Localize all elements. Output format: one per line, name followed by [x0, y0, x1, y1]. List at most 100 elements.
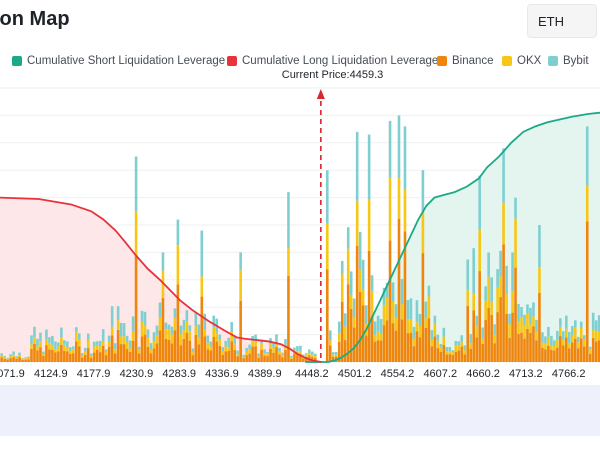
bar-bybit[interactable]: [257, 354, 260, 357]
bar-okx[interactable]: [386, 298, 389, 320]
bar-okx[interactable]: [290, 357, 293, 359]
bar-binance[interactable]: [389, 241, 392, 362]
bar-bybit[interactable]: [347, 227, 350, 249]
bar-okx[interactable]: [174, 318, 177, 330]
bar-okx[interactable]: [574, 327, 577, 339]
bar-okx[interactable]: [212, 327, 215, 337]
bar-binance[interactable]: [284, 350, 287, 362]
bar-okx[interactable]: [54, 349, 57, 352]
bar-binance[interactable]: [437, 348, 440, 362]
bar-okx[interactable]: [595, 331, 598, 341]
bar-okx[interactable]: [547, 337, 550, 346]
bar-binance[interactable]: [30, 349, 33, 362]
bar-binance[interactable]: [472, 311, 475, 362]
bar-okx[interactable]: [523, 326, 526, 339]
bar-okx[interactable]: [24, 358, 27, 359]
bar-binance[interactable]: [419, 337, 422, 362]
bar-bybit[interactable]: [389, 121, 392, 178]
bar-okx[interactable]: [520, 318, 523, 333]
bar-okx[interactable]: [466, 290, 469, 305]
bar-okx[interactable]: [571, 336, 574, 342]
bar-binance[interactable]: [123, 344, 126, 362]
bar-binance[interactable]: [490, 315, 493, 362]
bar-bybit[interactable]: [425, 302, 428, 318]
bar-bybit[interactable]: [589, 347, 592, 349]
bar-binance[interactable]: [66, 351, 69, 362]
bar-okx[interactable]: [550, 345, 553, 350]
bar-okx[interactable]: [413, 339, 416, 347]
bar-bybit[interactable]: [419, 314, 422, 326]
bar-binance[interactable]: [502, 244, 505, 362]
bar-binance[interactable]: [99, 352, 102, 362]
bar-okx[interactable]: [493, 335, 496, 344]
bar-bybit[interactable]: [171, 327, 174, 335]
bar-okx[interactable]: [490, 302, 493, 315]
bar-binance[interactable]: [478, 271, 481, 362]
bar-bybit[interactable]: [186, 310, 189, 321]
bar-okx[interactable]: [111, 327, 114, 336]
bar-bybit[interactable]: [117, 306, 120, 320]
bar-binance[interactable]: [269, 349, 272, 362]
bar-bybit[interactable]: [45, 330, 48, 340]
bar-binance[interactable]: [451, 355, 454, 362]
bar-binance[interactable]: [410, 333, 413, 362]
bar-okx[interactable]: [392, 302, 395, 323]
symbol-select[interactable]: ETH: [527, 4, 597, 38]
bar-okx[interactable]: [72, 349, 75, 353]
bar-bybit[interactable]: [529, 308, 532, 324]
bar-binance[interactable]: [36, 350, 39, 362]
bar-bybit[interactable]: [3, 356, 6, 358]
bar-okx[interactable]: [440, 347, 443, 351]
bar-bybit[interactable]: [422, 170, 425, 212]
bar-bybit[interactable]: [287, 192, 290, 248]
bar-binance[interactable]: [60, 345, 63, 362]
bar-bybit[interactable]: [120, 323, 123, 337]
bar-bybit[interactable]: [93, 342, 96, 347]
bar-bybit[interactable]: [523, 315, 526, 326]
bar-bybit[interactable]: [463, 345, 466, 350]
bar-binance[interactable]: [117, 330, 120, 362]
bar-bybit[interactable]: [538, 225, 541, 267]
bar-bybit[interactable]: [39, 333, 42, 342]
bar-okx[interactable]: [66, 347, 69, 351]
bar-okx[interactable]: [48, 343, 51, 350]
bar-bybit[interactable]: [284, 339, 287, 345]
bar-okx[interactable]: [129, 349, 132, 352]
bar-binance[interactable]: [272, 353, 275, 362]
bar-binance[interactable]: [263, 356, 266, 362]
bar-okx[interactable]: [248, 349, 251, 353]
bar-bybit[interactable]: [75, 327, 78, 332]
bar-bybit[interactable]: [78, 333, 81, 339]
bar-bybit[interactable]: [90, 354, 93, 356]
bar-okx[interactable]: [395, 318, 398, 330]
bar-okx[interactable]: [153, 341, 156, 348]
bar-okx[interactable]: [565, 329, 568, 338]
bar-okx[interactable]: [57, 346, 60, 351]
bar-bybit[interactable]: [57, 342, 60, 346]
bar-bybit[interactable]: [174, 308, 177, 318]
bar-bybit[interactable]: [206, 336, 209, 343]
bar-binance[interactable]: [434, 336, 437, 362]
bar-binance[interactable]: [428, 319, 431, 362]
bar-okx[interactable]: [120, 337, 123, 345]
bar-bybit[interactable]: [472, 248, 475, 293]
bar-binance[interactable]: [51, 350, 54, 362]
bar-bybit[interactable]: [332, 352, 335, 355]
bar-binance[interactable]: [583, 346, 586, 362]
bar-binance[interactable]: [3, 359, 6, 362]
bar-binance[interactable]: [463, 354, 466, 362]
bar-okx[interactable]: [147, 338, 150, 347]
bar-okx[interactable]: [36, 346, 39, 350]
bar-bybit[interactable]: [114, 343, 117, 349]
bar-bybit[interactable]: [401, 279, 404, 304]
bar-okx[interactable]: [236, 354, 239, 356]
bar-okx[interactable]: [198, 337, 201, 344]
bar-binance[interactable]: [227, 351, 230, 362]
bar-okx[interactable]: [69, 351, 72, 353]
bar-binance[interactable]: [493, 343, 496, 362]
bar-bybit[interactable]: [162, 252, 165, 270]
bar-binance[interactable]: [454, 352, 457, 362]
bar-okx[interactable]: [469, 343, 472, 348]
bar-binance[interactable]: [165, 339, 168, 362]
bar-okx[interactable]: [463, 350, 466, 354]
